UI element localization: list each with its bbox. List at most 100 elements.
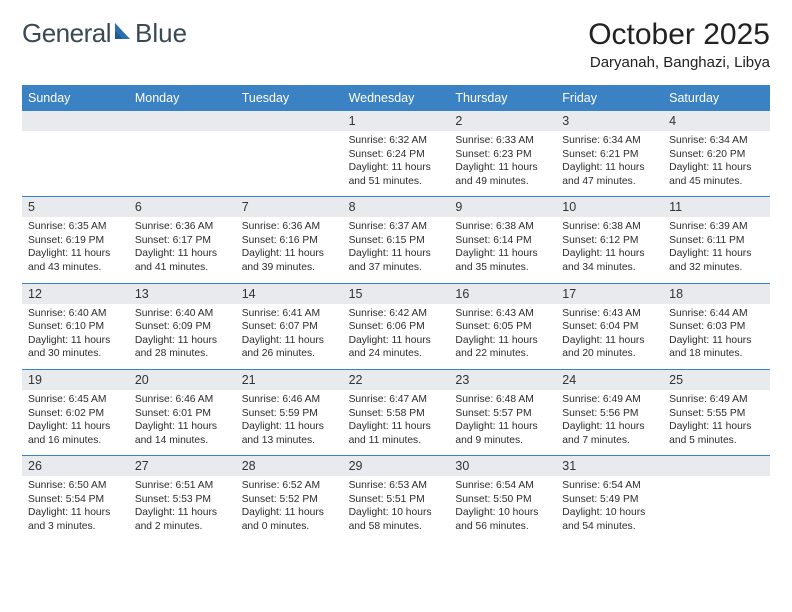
- sunset-text: Sunset: 6:03 PM: [669, 320, 766, 334]
- day1-text: Daylight: 11 hours: [562, 161, 659, 175]
- day1-text: Daylight: 11 hours: [135, 420, 232, 434]
- date-row: 567891011: [22, 197, 770, 217]
- sunrise-text: Sunrise: 6:48 AM: [455, 393, 552, 407]
- date-cell: [22, 111, 129, 131]
- date-cell: 23: [449, 370, 556, 390]
- sunrise-text: Sunrise: 6:49 AM: [669, 393, 766, 407]
- logo: General Blue: [22, 18, 187, 49]
- day-content: Sunrise: 6:53 AMSunset: 5:51 PMDaylight:…: [343, 476, 450, 541]
- day-content: Sunrise: 6:46 AMSunset: 6:01 PMDaylight:…: [129, 390, 236, 455]
- date-cell: 22: [343, 370, 450, 390]
- date-cell: 17: [556, 284, 663, 304]
- date-cell: 2: [449, 111, 556, 131]
- sunset-text: Sunset: 6:21 PM: [562, 148, 659, 162]
- day1-text: Daylight: 10 hours: [455, 506, 552, 520]
- sunrise-text: Sunrise: 6:36 AM: [242, 220, 339, 234]
- day1-text: Daylight: 11 hours: [562, 420, 659, 434]
- content-row: Sunrise: 6:45 AMSunset: 6:02 PMDaylight:…: [22, 390, 770, 455]
- sunset-text: Sunset: 6:24 PM: [349, 148, 446, 162]
- week-row: 12131415161718Sunrise: 6:40 AMSunset: 6:…: [22, 284, 770, 370]
- day-content: [663, 476, 770, 541]
- date-cell: 8: [343, 197, 450, 217]
- sunrise-text: Sunrise: 6:41 AM: [242, 307, 339, 321]
- day1-text: Daylight: 11 hours: [349, 161, 446, 175]
- sunset-text: Sunset: 5:53 PM: [135, 493, 232, 507]
- date-cell: 26: [22, 456, 129, 476]
- day1-text: Daylight: 11 hours: [28, 247, 125, 261]
- day-content: Sunrise: 6:52 AMSunset: 5:52 PMDaylight:…: [236, 476, 343, 541]
- date-cell: 25: [663, 370, 770, 390]
- sunrise-text: Sunrise: 6:32 AM: [349, 134, 446, 148]
- day2-text: and 14 minutes.: [135, 434, 232, 448]
- sunset-text: Sunset: 5:55 PM: [669, 407, 766, 421]
- sunset-text: Sunset: 6:16 PM: [242, 234, 339, 248]
- week-row: 567891011Sunrise: 6:35 AMSunset: 6:19 PM…: [22, 197, 770, 283]
- day1-text: Daylight: 11 hours: [455, 247, 552, 261]
- sunset-text: Sunset: 6:02 PM: [28, 407, 125, 421]
- day1-text: Daylight: 10 hours: [349, 506, 446, 520]
- week-row: 19202122232425Sunrise: 6:45 AMSunset: 6:…: [22, 370, 770, 456]
- sunset-text: Sunset: 6:23 PM: [455, 148, 552, 162]
- date-cell: 1: [343, 111, 450, 131]
- sunset-text: Sunset: 6:15 PM: [349, 234, 446, 248]
- day2-text: and 11 minutes.: [349, 434, 446, 448]
- week-row: 262728293031Sunrise: 6:50 AMSunset: 5:54…: [22, 456, 770, 541]
- weekday-thu: Thursday: [449, 85, 556, 111]
- sunrise-text: Sunrise: 6:49 AM: [562, 393, 659, 407]
- day-content: Sunrise: 6:43 AMSunset: 6:04 PMDaylight:…: [556, 304, 663, 369]
- sunset-text: Sunset: 6:20 PM: [669, 148, 766, 162]
- sunrise-text: Sunrise: 6:45 AM: [28, 393, 125, 407]
- sunset-text: Sunset: 5:56 PM: [562, 407, 659, 421]
- sunrise-text: Sunrise: 6:46 AM: [135, 393, 232, 407]
- day2-text: and 58 minutes.: [349, 520, 446, 534]
- day-content: Sunrise: 6:41 AMSunset: 6:07 PMDaylight:…: [236, 304, 343, 369]
- date-cell: 16: [449, 284, 556, 304]
- day1-text: Daylight: 11 hours: [349, 334, 446, 348]
- sunrise-text: Sunrise: 6:37 AM: [349, 220, 446, 234]
- sunrise-text: Sunrise: 6:40 AM: [28, 307, 125, 321]
- date-cell: 6: [129, 197, 236, 217]
- day1-text: Daylight: 11 hours: [28, 420, 125, 434]
- sunrise-text: Sunrise: 6:43 AM: [455, 307, 552, 321]
- month-title: October 2025: [588, 18, 770, 52]
- sunrise-text: Sunrise: 6:42 AM: [349, 307, 446, 321]
- day2-text: and 9 minutes.: [455, 434, 552, 448]
- day1-text: Daylight: 11 hours: [669, 420, 766, 434]
- day1-text: Daylight: 11 hours: [242, 334, 339, 348]
- sunrise-text: Sunrise: 6:34 AM: [669, 134, 766, 148]
- sunset-text: Sunset: 6:11 PM: [669, 234, 766, 248]
- sunrise-text: Sunrise: 6:33 AM: [455, 134, 552, 148]
- day-content: Sunrise: 6:48 AMSunset: 5:57 PMDaylight:…: [449, 390, 556, 455]
- day2-text: and 49 minutes.: [455, 175, 552, 189]
- day1-text: Daylight: 11 hours: [455, 161, 552, 175]
- sunrise-text: Sunrise: 6:53 AM: [349, 479, 446, 493]
- sunrise-text: Sunrise: 6:52 AM: [242, 479, 339, 493]
- date-row: 19202122232425: [22, 370, 770, 390]
- sunrise-text: Sunrise: 6:54 AM: [455, 479, 552, 493]
- date-cell: 19: [22, 370, 129, 390]
- date-cell: 9: [449, 197, 556, 217]
- day-content: [129, 131, 236, 196]
- page: General Blue October 2025 Daryanah, Bang…: [0, 0, 792, 542]
- location: Daryanah, Banghazi, Libya: [588, 54, 770, 71]
- sunset-text: Sunset: 5:50 PM: [455, 493, 552, 507]
- day1-text: Daylight: 11 hours: [242, 506, 339, 520]
- day2-text: and 13 minutes.: [242, 434, 339, 448]
- day2-text: and 39 minutes.: [242, 261, 339, 275]
- day2-text: and 51 minutes.: [349, 175, 446, 189]
- date-cell: 31: [556, 456, 663, 476]
- weekday-fri: Friday: [556, 85, 663, 111]
- date-cell: 14: [236, 284, 343, 304]
- day-content: Sunrise: 6:38 AMSunset: 6:12 PMDaylight:…: [556, 217, 663, 282]
- day2-text: and 41 minutes.: [135, 261, 232, 275]
- sunset-text: Sunset: 5:49 PM: [562, 493, 659, 507]
- day-content: [22, 131, 129, 196]
- sunrise-text: Sunrise: 6:46 AM: [242, 393, 339, 407]
- day2-text: and 2 minutes.: [135, 520, 232, 534]
- day-content: Sunrise: 6:45 AMSunset: 6:02 PMDaylight:…: [22, 390, 129, 455]
- weekday-sat: Saturday: [663, 85, 770, 111]
- day-content: Sunrise: 6:49 AMSunset: 5:55 PMDaylight:…: [663, 390, 770, 455]
- day2-text: and 16 minutes.: [28, 434, 125, 448]
- day1-text: Daylight: 11 hours: [349, 420, 446, 434]
- day-content: Sunrise: 6:43 AMSunset: 6:05 PMDaylight:…: [449, 304, 556, 369]
